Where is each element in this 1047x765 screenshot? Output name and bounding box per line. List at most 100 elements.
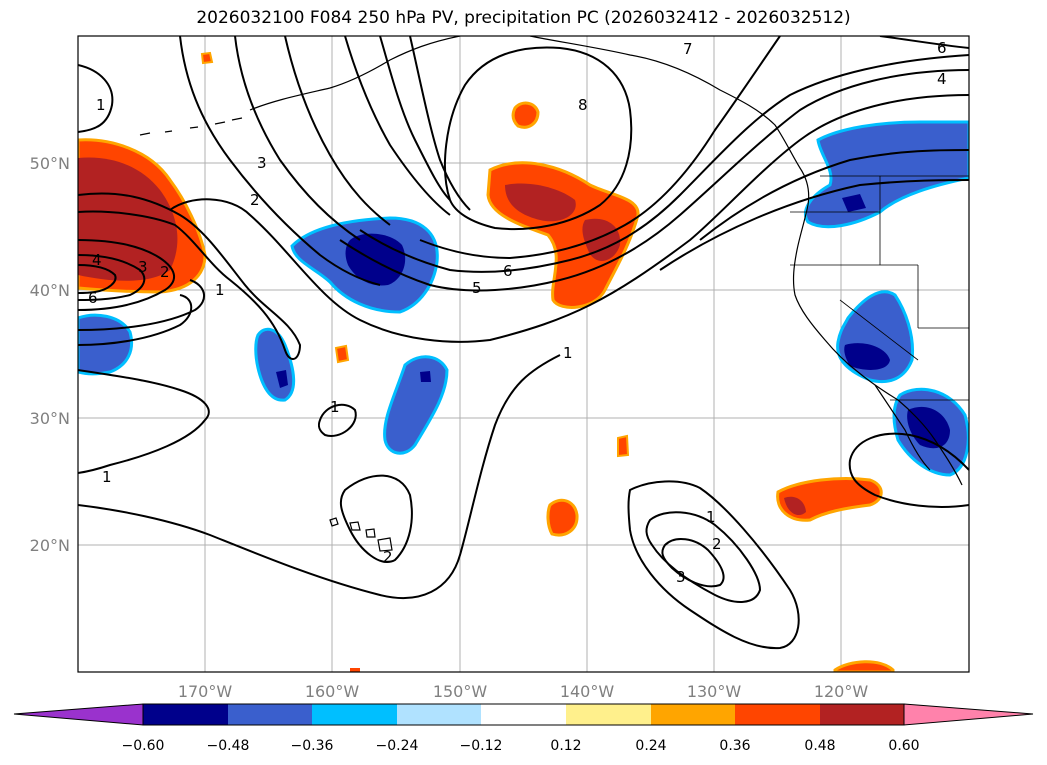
lon-label-130w: 130°W — [687, 682, 742, 701]
precip-pos-bottom-small — [350, 668, 360, 672]
lon-label-150w: 150°W — [433, 682, 488, 701]
colorbar-tick-label: 0.60 — [888, 738, 919, 754]
colorbar-segment — [312, 704, 397, 725]
contour-2-hawaii — [339, 474, 413, 563]
contour-6-north — [379, 36, 451, 201]
contour-label: 1 — [96, 96, 106, 114]
contour-label: 3 — [138, 258, 148, 276]
contour-1-nw — [78, 64, 114, 133]
contour-label: 6 — [88, 289, 98, 307]
map-frame — [77, 35, 970, 673]
precip-pos-central-core — [505, 183, 576, 222]
colorbar-segment — [735, 704, 820, 725]
lon-label-160w: 160°W — [305, 682, 360, 701]
colorbar-segment — [481, 704, 566, 725]
pv-contours — [78, 36, 969, 650]
contour-label: 1 — [706, 508, 716, 526]
contour-5-main — [339, 69, 969, 292]
precip-pos-hawaii — [546, 498, 579, 537]
contour-4-east — [699, 149, 969, 241]
precip-neg-south-core — [420, 371, 431, 382]
coastline-hawaii-3 — [365, 528, 376, 538]
contour-label: 1 — [215, 281, 225, 299]
colorbar-tick-label: 0.12 — [550, 738, 581, 754]
colorbar-tick-label: 0.24 — [635, 738, 666, 754]
contour-label: 7 — [683, 40, 693, 58]
contour-1-small-loop — [317, 403, 357, 437]
contour-1-southeast — [627, 480, 800, 650]
contour-labels: 1 1 1 1 1 1 2 2 2 2 3 3 3 4 4 5 6 6 6 7 … — [88, 39, 947, 586]
coastline-hawaii-2 — [349, 521, 361, 531]
coastline-west-north-america — [792, 204, 963, 486]
coastline-alaska — [249, 36, 810, 206]
contour-1-east — [848, 432, 969, 508]
lat-label-30n: 30°N — [30, 409, 70, 428]
lon-label-120w: 120°W — [814, 682, 869, 701]
contour-3-north — [234, 36, 361, 241]
precip-pos-westedge-core — [78, 157, 178, 281]
contour-label: 5 — [472, 279, 482, 297]
contour-label: 2 — [383, 548, 393, 566]
longitude-labels: 170°W 160°W 150°W 140°W 130°W 120°W — [178, 682, 869, 701]
contour-1-large — [169, 94, 969, 343]
colorbar-tick-label: −0.24 — [376, 738, 419, 754]
precip-negative-areas — [78, 120, 969, 477]
contour-label: 6 — [503, 262, 513, 280]
coastline-hawaii-1 — [329, 517, 339, 527]
contour-label: 6 — [937, 39, 947, 57]
precip-pos-small-2 — [617, 434, 630, 458]
contour-3-west — [78, 254, 146, 301]
contour-1-south-wide — [78, 354, 561, 600]
colorbar-extend-low — [13, 703, 144, 726]
contour-label: 4 — [937, 70, 947, 88]
precip-neg-california-core — [844, 343, 890, 370]
coastline-hawaii-4 — [377, 537, 393, 552]
contour-4-north — [284, 36, 391, 226]
precip-pos-small-1 — [334, 344, 350, 364]
contour-label: 2 — [712, 535, 722, 553]
precip-pos-tiny-nw — [200, 51, 214, 65]
colorbar-tick-label: −0.12 — [460, 738, 503, 754]
contour-3-southeast — [661, 538, 725, 588]
contour-1-south — [78, 369, 210, 474]
coastlines — [139, 36, 963, 552]
contour-7-north — [409, 36, 471, 211]
borders — [790, 175, 969, 401]
contour-label: 3 — [676, 568, 686, 586]
contour-7-main — [419, 36, 781, 260]
contour-label: 2 — [160, 263, 170, 281]
colorbar-extend-high — [903, 703, 1034, 726]
contour-1-main — [78, 192, 302, 360]
lon-label-140w: 140°W — [560, 682, 615, 701]
precip-pos-southeast-core — [784, 496, 806, 516]
colorbar-tick-label: −0.36 — [291, 738, 334, 754]
colorbar-segment — [566, 704, 651, 725]
precip-pos-central-core2 — [582, 218, 621, 261]
coastline-baja — [874, 384, 931, 471]
colorbar-segment — [228, 704, 312, 725]
contour-2-north — [179, 36, 381, 286]
colorbar: −0.60 −0.48 −0.36 −0.24 −0.12 0.12 0.24 … — [13, 703, 1034, 754]
colorbar-segment — [143, 704, 228, 725]
contour-3-low — [78, 294, 193, 346]
contour-label: 1 — [330, 398, 340, 416]
colorbar-tick-label: 0.48 — [804, 738, 835, 754]
colorbar-tick-label: −0.60 — [122, 738, 165, 754]
contour-8-main — [444, 46, 633, 231]
contour-label: 1 — [563, 344, 573, 362]
lat-label-50n: 50°N — [30, 154, 70, 173]
contour-label: 2 — [250, 191, 260, 209]
contour-label: 1 — [102, 468, 112, 486]
precip-neg-small-1-core — [276, 370, 288, 388]
coastline-aleutians — [139, 117, 243, 136]
contour-4-west — [78, 264, 117, 294]
lat-label-20n: 20°N — [30, 536, 70, 555]
colorbar-tick-label: −0.48 — [207, 738, 250, 754]
contour-3-east — [659, 179, 969, 271]
contour-label: 3 — [257, 154, 267, 172]
colorbar-segment — [651, 704, 735, 725]
contour-2-southeast — [645, 511, 762, 603]
precip-neg-nw-coast-core — [842, 194, 866, 212]
colorbar-segment — [397, 704, 481, 725]
